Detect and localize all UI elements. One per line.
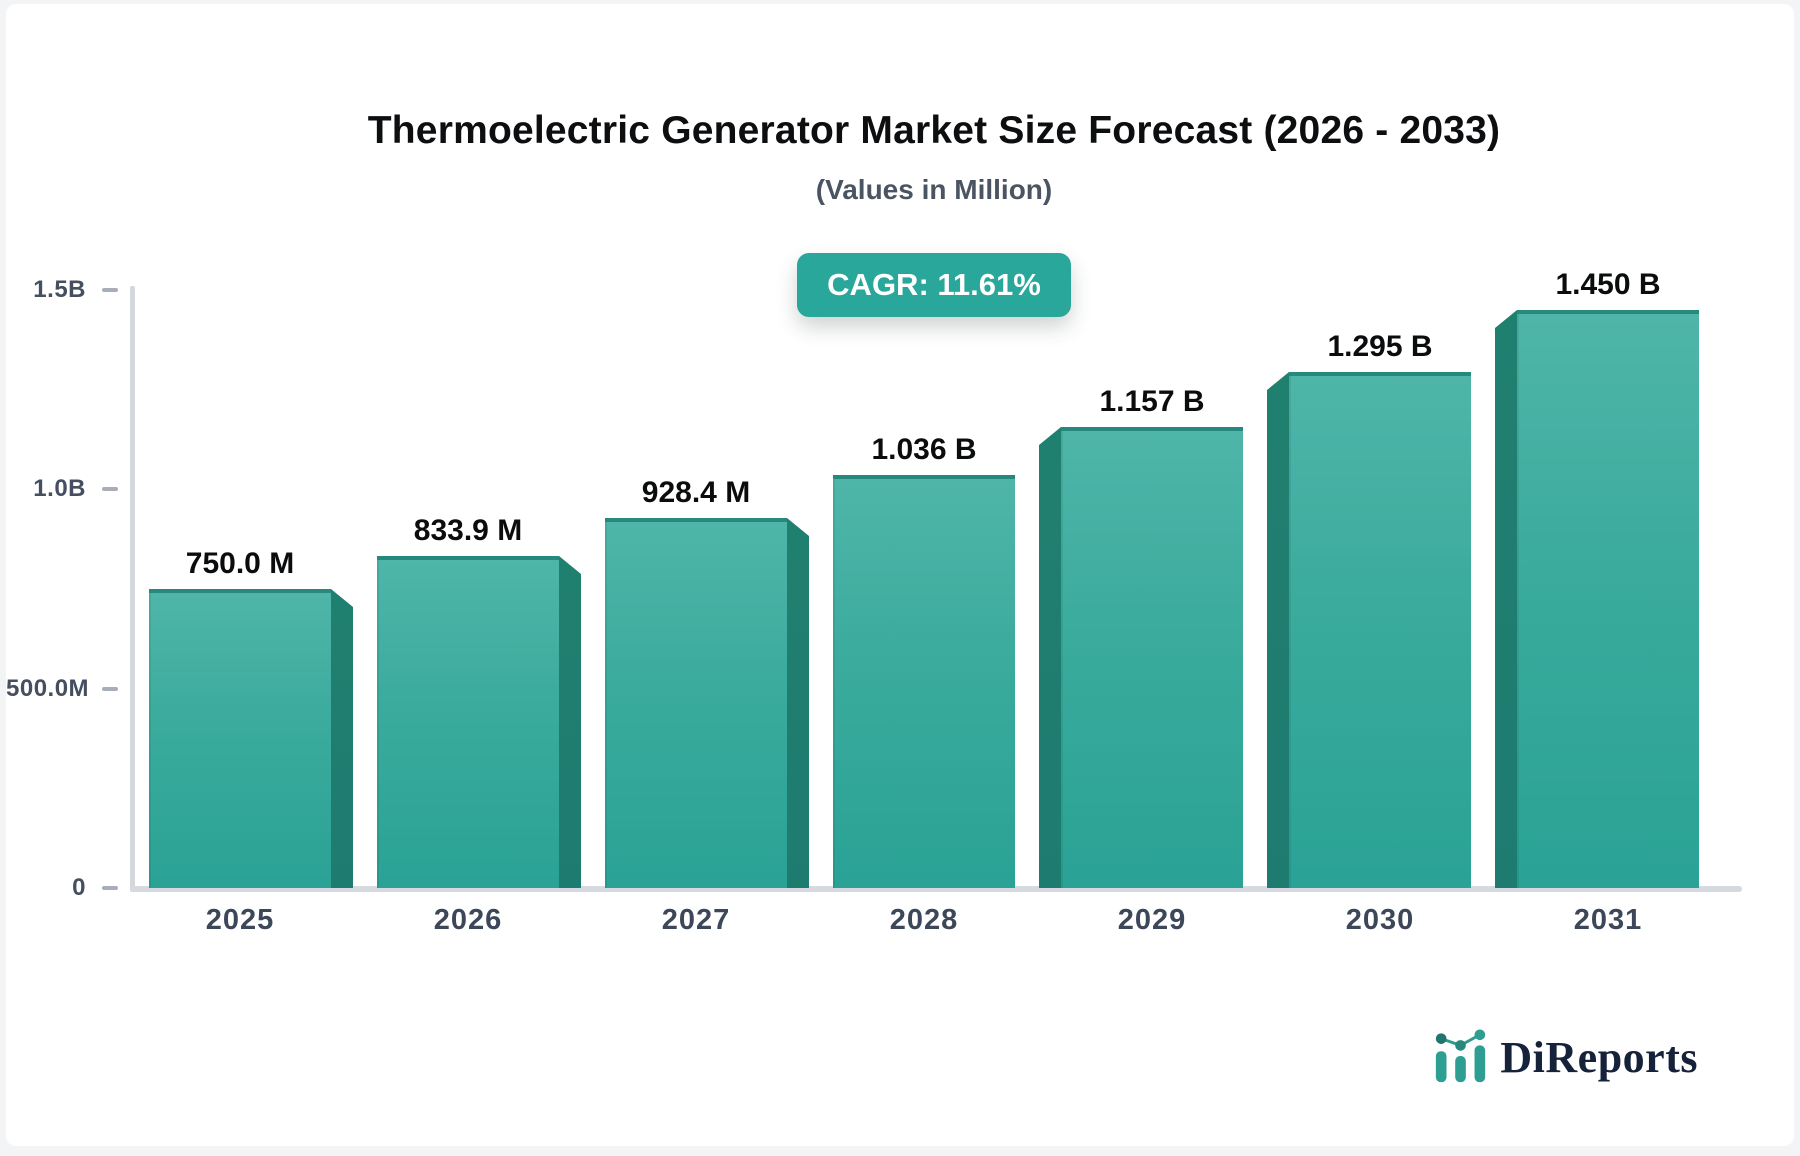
bar-3d-side xyxy=(1039,427,1061,888)
y-axis-tick-label: 1.5B xyxy=(33,276,86,303)
chart-card: Thermoelectric Generator Market Size For… xyxy=(6,4,1794,1146)
bar-3d-side xyxy=(787,518,809,888)
x-axis-label: 2026 xyxy=(433,904,503,936)
y-axis-tick-label: 500.0M xyxy=(6,674,90,702)
x-axis-baseline xyxy=(130,886,1742,892)
x-axis-label: 2029 xyxy=(1117,904,1187,936)
bar-value-label: 1.295 B xyxy=(1327,330,1433,363)
bar-value-label: 1.450 B xyxy=(1555,268,1661,301)
y-axis-tick-label: 1.0B xyxy=(33,475,86,503)
x-axis-label: 2028 xyxy=(889,904,959,936)
bar-value-label: 1.157 B xyxy=(1099,385,1205,418)
bar-3d-side xyxy=(559,556,581,888)
x-axis-label: 2025 xyxy=(205,904,275,936)
cagr-badge: CAGR: 11.61% xyxy=(797,253,1071,317)
bar-2027 xyxy=(605,518,787,888)
y-axis-tick xyxy=(102,686,118,691)
bar-chart-logo-icon xyxy=(1436,1029,1486,1083)
x-axis-label: 2030 xyxy=(1345,904,1415,936)
bar-value-label: 833.9 M xyxy=(413,514,523,547)
x-axis-label: 2027 xyxy=(661,904,731,936)
cagr-badge-row: CAGR: 11.61% xyxy=(126,253,1742,317)
bar-2025 xyxy=(149,589,331,888)
bar-2030 xyxy=(1289,372,1471,888)
bar-value-label: 928.4 M xyxy=(641,476,751,509)
direports-logo: DiReports xyxy=(1432,1028,1698,1086)
bar-3d-side xyxy=(331,589,353,888)
bar-3d-side xyxy=(1267,372,1289,888)
logo-text: DiReports xyxy=(1500,1032,1698,1082)
chart-title: Thermoelectric Generator Market Size For… xyxy=(367,109,1501,152)
bar-2028 xyxy=(833,475,1015,888)
bar-3d-side xyxy=(1495,310,1517,888)
bar-2026 xyxy=(377,556,559,888)
y-axis-tick-label: 0 xyxy=(72,874,86,901)
chart-subtitle: (Values in Million) xyxy=(815,174,1053,205)
bar-2031 xyxy=(1517,310,1699,888)
y-axis-line xyxy=(130,286,135,892)
bar-2029 xyxy=(1061,427,1243,888)
x-axis-label: 2031 xyxy=(1573,904,1643,936)
bar-value-label: 750.0 M xyxy=(185,547,295,580)
y-axis-tick xyxy=(102,487,118,492)
y-axis-tick xyxy=(102,886,118,890)
y-axis-tick xyxy=(102,288,118,292)
bar-value-label: 1.036 B xyxy=(871,433,977,466)
